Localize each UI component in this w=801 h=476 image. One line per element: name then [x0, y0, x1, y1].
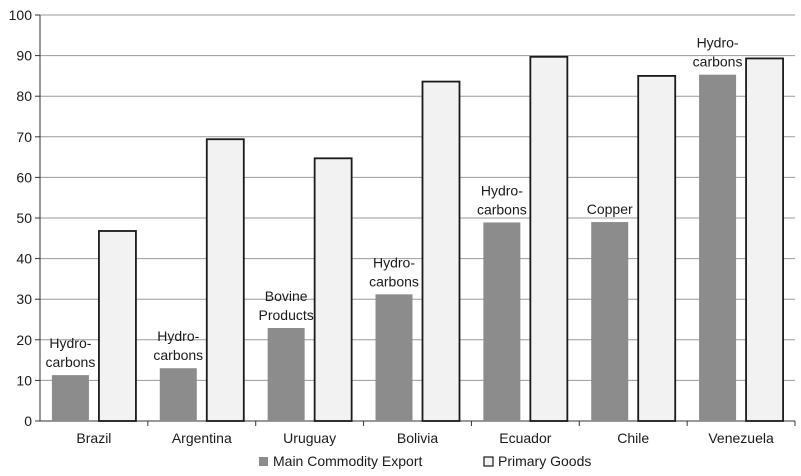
axes: 0 10 20 30 40 50 60 70 80 90 100 Brazil Argentina Uru…	[9, 7, 796, 446]
y-tick-label: 40	[16, 251, 32, 267]
y-tick-label: 0	[24, 413, 32, 429]
x-tick-label: Chile	[617, 430, 649, 446]
bar-annotations: Hydro-carbons Hydro-carbons Bovine Products…	[46, 35, 743, 370]
y-tick-label: 100	[9, 7, 33, 23]
bar-annotation-label: Hydro-	[157, 328, 199, 344]
bar-annotation-label: Hydro-	[49, 335, 91, 351]
bar-primary-goods	[637, 75, 677, 422]
bar-primary-goods	[98, 230, 137, 422]
bar-annotation-label: carbons	[153, 347, 203, 363]
bar-annotation-label: Copper	[587, 201, 633, 217]
bar-annotation-label: Hydro-	[481, 182, 523, 198]
y-tick-label: 90	[16, 48, 32, 64]
bar-main-commodity-export	[375, 294, 413, 421]
x-tick-label: Brazil	[76, 430, 111, 446]
y-tick-label: 70	[16, 129, 32, 145]
bar-annotation-label: Hydro-	[697, 35, 739, 51]
y-tick-label: 10	[16, 372, 32, 388]
x-tick-label: Argentina	[172, 430, 232, 446]
bar-main-commodity-export	[483, 222, 521, 421]
bar-primary-goods	[313, 157, 353, 422]
bar-annotation-label: carbons	[369, 273, 419, 289]
bar-main-commodity-export	[591, 222, 629, 421]
y-tick-label: 30	[16, 291, 32, 307]
bar-primary-goods	[421, 80, 461, 422]
legend-label: Primary Goods	[498, 453, 591, 469]
x-tick-label: Bolivia	[397, 430, 438, 446]
x-tick-label: Uruguay	[283, 430, 336, 446]
bar-annotation-label: carbons	[46, 354, 96, 370]
bar-primary-goods	[529, 55, 569, 422]
bars	[51, 55, 784, 422]
bar-annotation-label: carbons	[477, 201, 527, 217]
legend-label: Main Commodity Export	[273, 453, 422, 469]
bar-main-commodity-export	[699, 74, 737, 421]
y-tick-label: 80	[16, 88, 32, 104]
legend-swatch	[483, 456, 494, 467]
y-tick-label: 60	[16, 169, 32, 185]
bar-annotation-label: Bovine	[265, 288, 308, 304]
bar-main-commodity-export	[159, 368, 197, 421]
bar-annotation-label: Products	[259, 307, 314, 323]
legend-swatch	[259, 457, 268, 466]
y-tick-label: 50	[16, 210, 32, 226]
y-tick-label: 20	[16, 332, 32, 348]
legend: Main Commodity Export Primary Goods	[259, 453, 591, 469]
x-tick-label: Ecuador	[499, 430, 551, 446]
bar-main-commodity-export	[51, 375, 89, 421]
bar-main-commodity-export	[267, 328, 305, 421]
bar-annotation-label: Hydro-	[373, 254, 415, 270]
bar-primary-goods	[205, 138, 245, 422]
bar-annotation-label: carbons	[693, 54, 743, 70]
x-tick-label: Venezuela	[708, 430, 774, 446]
bar-primary-goods	[745, 57, 784, 422]
